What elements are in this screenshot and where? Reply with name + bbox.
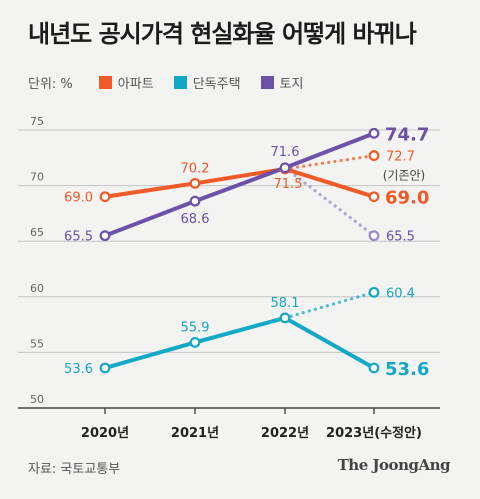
original-plan-label-apartment: 72.7: [386, 150, 415, 165]
value-label-land: 65.5: [64, 230, 93, 245]
data-point-house: [368, 362, 380, 374]
original-plan-point-house: [368, 286, 380, 298]
value-label-land: 71.6: [271, 145, 300, 160]
value-label-apartment: 70.2: [181, 161, 210, 176]
data-point-house: [279, 312, 291, 324]
original-plan-line-land: [283, 166, 376, 238]
data-point-apartment: [99, 191, 111, 203]
data-point-land: [99, 230, 111, 242]
legend-swatch-apartment: [98, 76, 112, 89]
x-tick-label: 2022년: [261, 426, 309, 441]
value-label-house: 53.6: [64, 362, 93, 377]
y-tick-label: 65: [30, 226, 44, 239]
source-note: 자료: 국토교통부: [28, 462, 121, 477]
legend-swatch-house: [173, 76, 187, 89]
value-label-house: 55.9: [181, 320, 210, 335]
data-point-house: [189, 336, 201, 348]
data-point-house: [99, 362, 111, 374]
data-point-land: [189, 195, 201, 207]
value-label-land: 74.7: [385, 124, 429, 145]
original-plan-label-house: 60.4: [386, 286, 415, 301]
value-label-apartment: 71.5: [274, 177, 303, 192]
original-plan-point-apartment: [368, 150, 380, 161]
data-point-land: [368, 127, 380, 139]
original-plan-point-land: [368, 230, 380, 242]
legend-label-apartment: 아파트: [117, 77, 154, 92]
legend: 단위: % 아파트 단독주택 토지: [28, 73, 323, 92]
series-line-house: [103, 315, 376, 370]
value-label-land: 68.6: [181, 212, 210, 227]
x-tick-label: 2021년: [171, 426, 219, 441]
legend-item-land: 토지: [260, 73, 304, 92]
value-label-house: 58.1: [271, 296, 300, 311]
data-point-apartment: [368, 191, 380, 203]
original-plan-line-apartment: [283, 153, 376, 171]
legend-label-house: 단독주택: [192, 77, 241, 92]
series-line-land: [103, 131, 376, 238]
x-tick-label: 2020년: [81, 426, 129, 441]
legend-item-apartment: 아파트: [98, 73, 154, 92]
y-tick-label: 70: [30, 171, 44, 184]
y-tick-label: 55: [30, 337, 44, 350]
x-tick-label: 2023년(수정안): [326, 425, 422, 441]
y-tick-label: 60: [30, 282, 44, 295]
legend-label-land: 토지: [279, 77, 304, 92]
original-plan-line-house: [283, 290, 376, 320]
legend-item-house: 단독주택: [173, 73, 241, 92]
value-label-apartment: 69.0: [385, 188, 429, 209]
chart-title: 내년도 공시가격 현실화율 어떻게 바뀌나: [28, 20, 417, 48]
original-plan-label-land: 65.5: [386, 230, 415, 245]
data-point-apartment: [189, 177, 201, 189]
y-tick-label: 50: [30, 393, 44, 406]
value-label-apartment: 69.0: [64, 191, 93, 206]
unit-label: 단위: %: [28, 77, 73, 92]
original-plan-note: (기존안): [383, 169, 425, 183]
y-tick-label: 75: [30, 115, 44, 128]
publisher-logo: The JoongAng: [337, 456, 451, 474]
series-line-apartment: [103, 166, 376, 199]
data-point-land: [279, 162, 291, 174]
value-label-house: 53.6: [385, 359, 429, 380]
legend-swatch-land: [260, 76, 274, 89]
